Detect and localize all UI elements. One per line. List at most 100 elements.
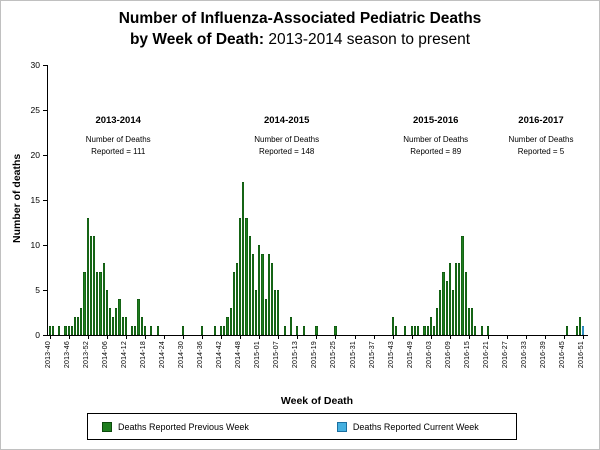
plot-area: 0 5 10 15 20 25 30 2013-40 2013-46 2013-52 2014-06…	[31, 60, 588, 368]
season-annotation-title: 2016-2017	[518, 115, 564, 126]
x-tick-mark	[163, 335, 165, 339]
x-tick-mark	[392, 335, 394, 339]
y-tick-label: 5	[35, 285, 40, 295]
bar	[289, 317, 293, 335]
bar	[261, 254, 264, 335]
x-tick-mark	[449, 335, 451, 339]
x-tick-mark	[507, 335, 508, 339]
x-tick-label: 2015-31	[349, 341, 357, 369]
bar	[137, 299, 140, 335]
bar	[413, 326, 416, 335]
x-tick-mark	[68, 335, 70, 339]
y-tick-label: 25	[30, 105, 40, 115]
x-tick-label: 2016-03	[425, 341, 433, 369]
x-tick-label: 2015-43	[387, 341, 395, 369]
y-tick-mark	[43, 334, 47, 336]
bar	[461, 236, 464, 335]
x-tick-label: 2016-21	[482, 341, 490, 369]
bar	[404, 326, 407, 335]
bar	[232, 272, 235, 335]
bar	[274, 290, 277, 335]
chart-title-line2: by Week of Death: 2013-2014 season to pr…	[1, 30, 599, 51]
legend-label-previous: Deaths Reported Previous Week	[118, 421, 249, 432]
bar	[426, 326, 429, 335]
y-tick-label: 30	[30, 60, 40, 70]
bar	[156, 326, 159, 335]
bar	[451, 290, 455, 335]
bar	[436, 308, 439, 335]
legend-swatch-current	[336, 421, 347, 432]
x-tick-label: 2016-51	[578, 341, 586, 369]
bar	[270, 263, 274, 335]
bar	[394, 326, 397, 335]
x-tick-label: 2014-24	[158, 341, 166, 369]
x-tick-mark	[564, 335, 566, 339]
bar	[391, 317, 394, 335]
y-tick-label: 15	[30, 195, 40, 205]
x-tick-label: 2015-37	[368, 341, 376, 369]
bar	[315, 326, 318, 335]
x-tick-mark	[526, 335, 528, 339]
x-tick-mark	[87, 335, 89, 339]
bar	[99, 272, 102, 335]
bar	[229, 308, 232, 335]
bar	[432, 326, 436, 335]
bar	[140, 317, 143, 335]
x-tick-mark	[278, 335, 280, 339]
x-tick-label: 2014-48	[235, 341, 243, 369]
bar	[486, 326, 490, 335]
bar	[442, 272, 445, 335]
bar	[251, 254, 254, 335]
x-tick-label: 2016-15	[463, 341, 471, 369]
x-tick-label: 2015-49	[406, 341, 414, 369]
bar	[296, 326, 299, 335]
bar	[575, 326, 578, 335]
x-tick-mark	[297, 335, 299, 339]
season-annotation-title: 2015-2016	[412, 115, 459, 126]
bar	[200, 326, 204, 335]
x-tick-label: 2016-39	[540, 341, 548, 369]
bar	[410, 326, 413, 335]
x-tick-label: 2016-27	[502, 341, 509, 369]
bar	[131, 326, 134, 335]
season-annotation-title: 2014-2015	[263, 115, 310, 126]
bar	[124, 317, 127, 335]
season-annotation-line2: Reported = 111	[91, 146, 146, 156]
x-tick-label: 2014-36	[197, 341, 205, 369]
x-tick-label: 2014-18	[139, 341, 147, 369]
season-annotation-line1: Number of Deaths	[254, 135, 320, 144]
bar	[115, 308, 118, 335]
y-tick-label: 10	[30, 240, 40, 250]
bar	[83, 272, 86, 335]
y-tick-mark	[43, 64, 47, 66]
x-tick-label: 2014-12	[120, 341, 128, 369]
x-axis-label: Week of Death	[280, 395, 354, 407]
bar	[474, 326, 477, 335]
bar	[248, 236, 251, 335]
x-tick-label: 2015-25	[330, 341, 338, 369]
x-tick-mark	[316, 335, 318, 339]
x-tick-mark	[373, 335, 375, 339]
x-tick-mark	[545, 335, 547, 339]
bar	[242, 182, 245, 335]
season-annotation-line2: Reported = 148	[258, 146, 315, 156]
bar	[77, 317, 80, 335]
bar	[70, 326, 73, 335]
x-tick-label: 2015-19	[311, 341, 319, 369]
bar	[92, 236, 96, 335]
bar	[58, 326, 61, 335]
chart-title-line2-rest: 2013-2014 season to present	[264, 30, 471, 48]
bar	[134, 326, 137, 335]
x-tick-mark	[430, 335, 432, 339]
y-tick-mark	[43, 289, 47, 291]
x-tick-mark	[202, 335, 204, 339]
bar	[264, 299, 267, 335]
bar	[112, 317, 115, 335]
bar	[213, 326, 216, 335]
bar	[254, 290, 258, 335]
season-annotation-line1: Number of Deaths	[508, 135, 574, 144]
bar	[89, 236, 92, 335]
bar	[105, 290, 108, 335]
x-tick-label: 2014-42	[216, 341, 224, 369]
